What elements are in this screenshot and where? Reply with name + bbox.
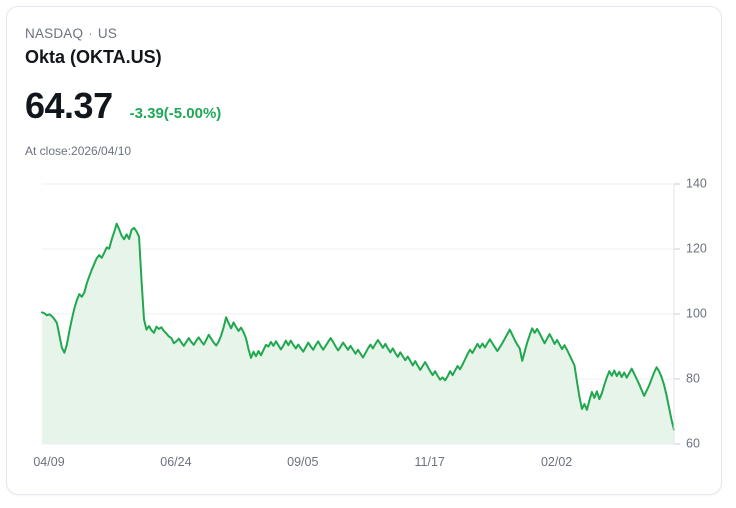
y-axis-labels: 140 120 100 80 60 [686, 176, 707, 450]
area-fill-path [42, 223, 674, 444]
quote-header: NASDAQ · US Okta (OKTA.US) [25, 25, 685, 70]
price-row: 64.37 -3.39(-5.00%) [25, 85, 221, 127]
close-timestamp: At close:2026/04/10 [25, 144, 132, 158]
exchange-region-line: NASDAQ · US [25, 25, 685, 43]
y-tick-label: 80 [686, 371, 700, 385]
chart-line-series [41, 222, 675, 431]
chart-area-fill [42, 223, 674, 444]
y-tick-label: 100 [686, 306, 707, 320]
x-tick-label: 11/17 [415, 455, 445, 469]
price-line-path [41, 222, 675, 431]
x-axis-labels: 04/09 06/24 09/05 11/17 02/02 [33, 455, 572, 469]
region-label: US [97, 26, 118, 41]
x-tick-label: 04/09 [33, 455, 64, 469]
stock-quote-card: NASDAQ · US Okta (OKTA.US) 64.37 -3.39(-5.… [6, 6, 722, 495]
x-tick-label: 06/24 [160, 455, 191, 469]
exchange-label: NASDAQ [25, 26, 84, 41]
x-tick-label: 09/05 [287, 455, 318, 469]
y-tick-label: 140 [686, 176, 707, 190]
price-chart[interactable]: 140 120 100 80 60 04/09 06/24 09/05 11/17 02/02 [7, 162, 721, 482]
y-tick-label: 120 [686, 241, 707, 255]
x-tick-label: 02/02 [541, 455, 572, 469]
separator-dot: · [88, 26, 93, 41]
y-tick-label: 60 [686, 436, 700, 450]
price-change: -3.39(-5.00%) [129, 105, 222, 122]
company-name: Okta (OKTA.US) [25, 47, 162, 67]
price-chart-svg: 140 120 100 80 60 04/09 06/24 09/05 11/17 02/02 [33, 176, 707, 469]
chart-axis [673, 183, 680, 445]
price-value: 64.37 [25, 85, 113, 126]
